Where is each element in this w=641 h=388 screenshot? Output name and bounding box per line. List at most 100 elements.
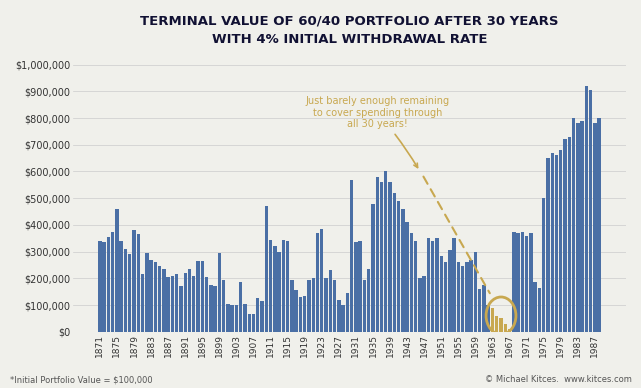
Bar (576, 123, 579, 332)
Bar (290, 280, 294, 332)
Bar (350, 180, 353, 332)
Bar (307, 280, 311, 332)
Bar (440, 256, 443, 332)
Bar (589, 90, 592, 332)
Bar (508, 329, 512, 332)
Bar (196, 261, 200, 332)
Bar (222, 280, 226, 332)
Bar (567, 137, 571, 332)
Bar (175, 274, 178, 332)
Bar (286, 241, 289, 332)
Bar (384, 171, 388, 332)
Text: Just barely enough remaining
to cover spending through
all 30 years!: Just barely enough remaining to cover sp… (305, 96, 449, 168)
Bar (469, 260, 473, 332)
Bar (179, 286, 183, 332)
Bar (312, 278, 315, 332)
Bar (235, 305, 238, 332)
Bar (158, 266, 162, 332)
Bar (226, 304, 229, 332)
Bar (145, 253, 149, 332)
Bar (183, 273, 187, 332)
Bar (538, 288, 541, 332)
Bar (448, 250, 451, 332)
Text: © Michael Kitces.  www.kitces.com: © Michael Kitces. www.kitces.com (485, 375, 631, 384)
Bar (171, 275, 174, 332)
Title: TERMINAL VALUE OF 60/40 PORTFOLIO AFTER 30 YEARS
WITH 4% INITIAL WITHDRAWAL RATE: TERMINAL VALUE OF 60/40 PORTFOLIO AFTER … (140, 15, 559, 46)
Bar (376, 177, 379, 332)
Bar (456, 262, 460, 332)
Bar (278, 251, 281, 332)
Bar (371, 204, 375, 332)
Bar (106, 237, 110, 332)
Bar (478, 289, 481, 332)
Bar (128, 254, 131, 332)
Bar (345, 293, 349, 332)
Bar (192, 275, 196, 332)
Bar (431, 241, 435, 332)
Bar (499, 318, 503, 332)
Bar (149, 260, 153, 332)
Bar (337, 300, 340, 332)
Bar (593, 123, 597, 332)
Bar (132, 230, 136, 332)
Bar (380, 182, 383, 332)
Bar (580, 121, 584, 332)
Bar (542, 198, 545, 332)
Bar (495, 316, 499, 332)
Bar (167, 277, 170, 332)
Bar (418, 278, 422, 332)
Bar (517, 233, 520, 332)
Bar (247, 314, 251, 332)
Bar (269, 239, 272, 332)
Bar (465, 262, 469, 332)
Bar (320, 229, 324, 332)
Bar (491, 308, 494, 332)
Bar (201, 261, 204, 332)
Bar (367, 269, 370, 332)
Bar (393, 193, 396, 332)
Bar (525, 236, 528, 332)
Bar (329, 270, 332, 332)
Bar (162, 269, 165, 332)
Bar (218, 253, 221, 332)
Bar (487, 305, 490, 332)
Bar (585, 86, 588, 332)
Bar (119, 241, 123, 332)
Bar (324, 278, 328, 332)
Bar (333, 280, 337, 332)
Bar (98, 241, 101, 332)
Bar (388, 182, 392, 332)
Bar (444, 262, 447, 332)
Bar (363, 280, 366, 332)
Bar (397, 201, 400, 332)
Bar (563, 139, 567, 332)
Bar (529, 233, 533, 332)
Bar (154, 262, 157, 332)
Bar (141, 274, 144, 332)
Bar (422, 275, 426, 332)
Bar (316, 233, 319, 332)
Bar (504, 324, 507, 332)
Bar (427, 238, 430, 332)
Bar (572, 118, 575, 332)
Bar (461, 266, 464, 332)
Bar (401, 209, 404, 332)
Bar (103, 242, 106, 332)
Bar (551, 153, 554, 332)
Bar (256, 298, 260, 332)
Bar (303, 296, 306, 332)
Bar (243, 304, 247, 332)
Bar (294, 290, 298, 332)
Bar (137, 234, 140, 332)
Bar (111, 232, 114, 332)
Bar (342, 305, 345, 332)
Bar (209, 285, 213, 332)
Bar (559, 150, 562, 332)
Bar (520, 232, 524, 332)
Bar (597, 118, 601, 332)
Bar (354, 242, 358, 332)
Bar (213, 286, 217, 332)
Bar (453, 238, 456, 332)
Bar (273, 246, 276, 332)
Bar (188, 269, 191, 332)
